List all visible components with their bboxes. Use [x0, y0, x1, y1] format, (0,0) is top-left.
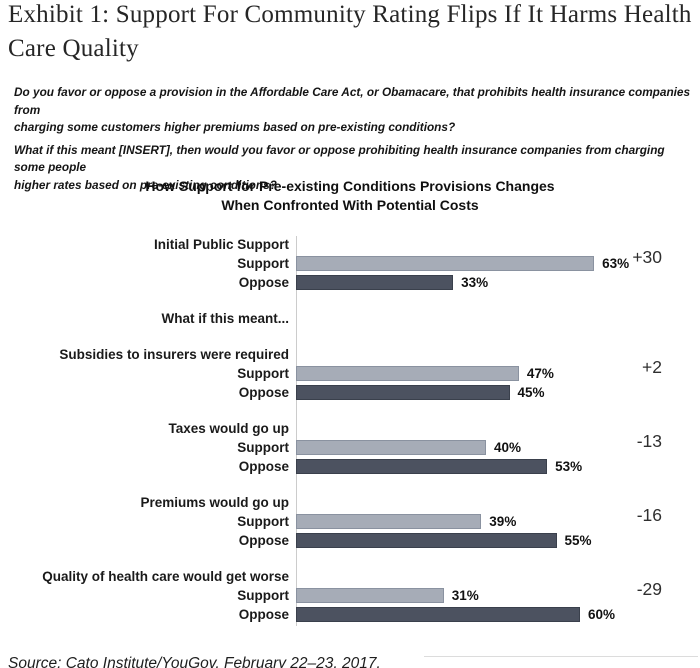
oppose-row: Oppose 53% — [0, 457, 700, 476]
category-label: Premiums would go up — [140, 495, 289, 510]
category-label: Initial Public Support — [154, 237, 289, 252]
oppose-label: Oppose — [238, 533, 289, 548]
value-label: 31% — [451, 588, 479, 603]
support-label: Support — [237, 514, 289, 529]
oppose-bar — [296, 385, 510, 400]
support-row: Support 40% — [0, 438, 700, 457]
support-label: Support — [237, 440, 289, 455]
value-label: 55% — [564, 533, 592, 548]
change-label: -13 — [636, 431, 662, 451]
category-label: Subsidies to insurers were required — [59, 347, 289, 362]
oppose-label: Oppose — [238, 459, 289, 474]
category-row: Initial Public Support — [0, 237, 700, 252]
survey-question-2: What if this meant [INSERT], then would … — [14, 142, 665, 192]
bar-group: Initial Public Support Support 63% Oppose 33… — [0, 237, 700, 292]
chart-title: How Support for Pre-existing Conditions … — [0, 177, 700, 214]
value-label: 45% — [517, 385, 545, 400]
category-label: Quality of health care would get worse — [42, 569, 289, 584]
bar-group: Taxes would go up Support 40% Oppose 53% -13 — [0, 421, 700, 476]
oppose-label: Oppose — [238, 607, 289, 622]
oppose-bar — [296, 533, 557, 548]
oppose-row: Oppose 55% — [0, 531, 700, 550]
support-bar — [296, 256, 595, 271]
value-label: 53% — [555, 459, 583, 474]
category-row: Subsidies to insurers were required — [0, 347, 700, 362]
support-label: Support — [237, 588, 289, 603]
plot-area: Initial Public Support Support 63% Oppose 33… — [0, 236, 700, 643]
oppose-label: Oppose — [238, 275, 289, 290]
category-row: Quality of health care would get worse — [0, 569, 700, 584]
value-label: 40% — [494, 440, 522, 455]
survey-questions: Do you favor or oppose a provision in th… — [14, 84, 696, 199]
exhibit-title-line-2: Care Quality — [8, 35, 139, 62]
category-row: Premiums would go up — [0, 495, 700, 510]
change-label: -29 — [636, 579, 662, 599]
bottom-divider — [424, 656, 698, 657]
section-heading: What if this meant... — [161, 311, 289, 326]
change-label: +2 — [642, 357, 662, 377]
value-label: 60% — [588, 607, 616, 622]
value-label: 47% — [526, 366, 554, 381]
oppose-bar — [296, 459, 548, 474]
bar-group: Quality of health care would get worse Su… — [0, 569, 700, 624]
value-label: 63% — [602, 256, 630, 271]
change-label: -16 — [636, 505, 662, 525]
exhibit-title-line-1: Exhibit 1: Support For Community Rating … — [8, 1, 692, 28]
survey-question-1: Do you favor or oppose a provision in th… — [14, 85, 691, 134]
support-row: Support 39% — [0, 512, 700, 531]
category-label: Taxes would go up — [168, 421, 289, 436]
oppose-bar — [296, 275, 454, 290]
oppose-row: Oppose 60% — [0, 605, 700, 624]
bar-group: Subsidies to insurers were required Suppo… — [0, 347, 700, 402]
source-note: Source: Cato Institute/YouGov, February … — [8, 654, 381, 668]
value-label: 39% — [489, 514, 517, 529]
change-label: +30 — [632, 247, 662, 267]
bar-group: Premiums would go up Support 39% Oppose 55% -… — [0, 495, 700, 550]
support-bar — [296, 366, 519, 381]
support-row: Support 63% — [0, 254, 700, 273]
support-bar — [296, 440, 486, 455]
support-row: Support 31% — [0, 586, 700, 605]
chart-title-line-2: When Confronted With Potential Costs — [221, 196, 479, 213]
category-row: Taxes would go up — [0, 421, 700, 436]
oppose-row: Oppose 33% — [0, 273, 700, 292]
chart-title-line-1: How Support for Pre-existing Conditions … — [145, 178, 555, 194]
support-bar — [296, 514, 482, 529]
category-row: What if this meant... — [0, 311, 700, 326]
section-heading-group: What if this meant... — [0, 311, 700, 326]
y-axis-line — [296, 236, 297, 626]
support-label: Support — [237, 366, 289, 381]
exhibit-title: Exhibit 1: Support For Community Rating … — [8, 0, 692, 66]
support-label: Support — [237, 256, 289, 271]
value-label: 33% — [461, 275, 489, 290]
oppose-bar — [296, 607, 580, 622]
support-row: Support 47% — [0, 364, 700, 383]
oppose-row: Oppose 45% — [0, 383, 700, 402]
oppose-label: Oppose — [238, 385, 289, 400]
support-bar — [296, 588, 444, 603]
